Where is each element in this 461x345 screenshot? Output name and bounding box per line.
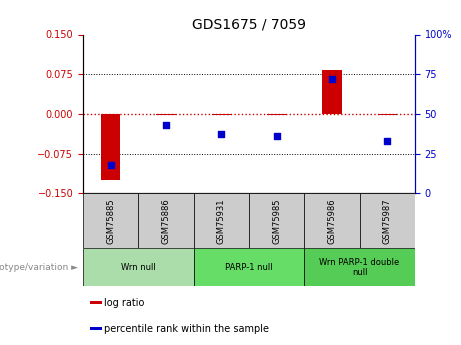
Bar bbox=[194, 193, 249, 248]
Point bbox=[328, 76, 336, 82]
Bar bbox=[322, 70, 342, 114]
Text: GSM75985: GSM75985 bbox=[272, 198, 281, 244]
Bar bbox=[249, 193, 304, 248]
Point bbox=[273, 133, 280, 139]
Bar bbox=[267, 114, 286, 115]
Text: genotype/variation ►: genotype/variation ► bbox=[0, 263, 78, 272]
Text: GSM75885: GSM75885 bbox=[106, 198, 115, 244]
Bar bbox=[138, 193, 194, 248]
Text: GSM75986: GSM75986 bbox=[327, 198, 337, 244]
Text: GSM75931: GSM75931 bbox=[217, 198, 226, 244]
Bar bbox=[212, 114, 231, 116]
Bar bbox=[83, 248, 194, 286]
Text: Wrn PARP-1 double
null: Wrn PARP-1 double null bbox=[319, 258, 400, 277]
Text: PARP-1 null: PARP-1 null bbox=[225, 263, 273, 272]
Bar bbox=[194, 248, 304, 286]
Text: Wrn null: Wrn null bbox=[121, 263, 156, 272]
Point bbox=[384, 138, 391, 144]
Bar bbox=[304, 193, 360, 248]
Point bbox=[218, 132, 225, 137]
Bar bbox=[156, 114, 176, 115]
Text: GSM75886: GSM75886 bbox=[161, 198, 171, 244]
Bar bbox=[378, 114, 397, 115]
Bar bbox=[101, 114, 120, 180]
Point bbox=[162, 122, 170, 128]
Bar bbox=[304, 248, 415, 286]
Bar bbox=[360, 193, 415, 248]
Bar bbox=[89, 327, 101, 330]
Text: log ratio: log ratio bbox=[104, 298, 144, 308]
Bar bbox=[89, 301, 101, 304]
Title: GDS1675 / 7059: GDS1675 / 7059 bbox=[192, 18, 306, 32]
Text: GSM75987: GSM75987 bbox=[383, 198, 392, 244]
Bar bbox=[83, 193, 138, 248]
Point bbox=[107, 162, 114, 167]
Text: percentile rank within the sample: percentile rank within the sample bbox=[104, 324, 269, 334]
